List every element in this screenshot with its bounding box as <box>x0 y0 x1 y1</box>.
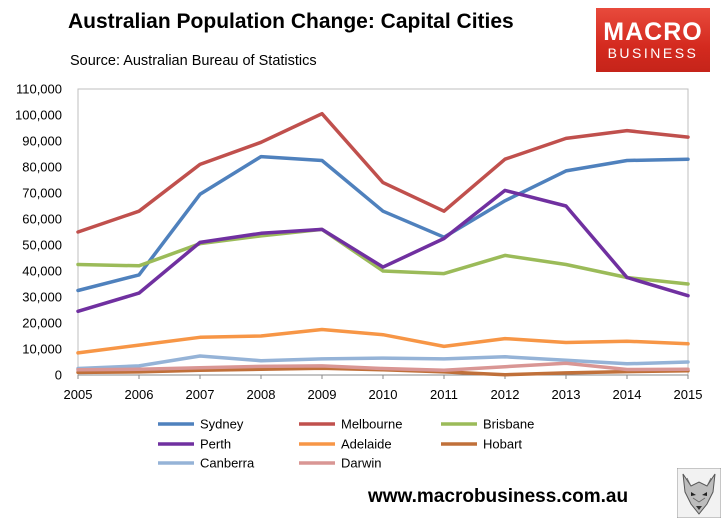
series-line-darwin <box>76 361 690 373</box>
x-tick-label: 2011 <box>430 387 458 402</box>
x-tick-label: 2013 <box>552 387 581 402</box>
series-line-melbourne <box>76 111 690 234</box>
series-line-canberra <box>76 354 690 371</box>
series-line-brisbane <box>76 227 690 286</box>
y-tick-label: 40,000 <box>22 264 62 279</box>
y-tick-label: 70,000 <box>22 186 62 201</box>
x-tick-label: 2008 <box>247 387 276 402</box>
y-tick-label: 50,000 <box>22 238 62 253</box>
y-tick-label: 10,000 <box>22 342 62 357</box>
x-tick-label: 2010 <box>369 387 398 402</box>
series-line-sydney <box>76 154 690 293</box>
legend-label: Sydney <box>200 417 244 432</box>
y-tick-label: 60,000 <box>22 212 62 227</box>
legend-label: Perth <box>200 437 231 452</box>
x-tick-label: 2005 <box>64 387 93 402</box>
chart-title: Australian Population Change: Capital Ci… <box>68 10 514 33</box>
legend-label: Darwin <box>341 456 381 471</box>
logo-line-1: MACRO <box>603 18 703 46</box>
x-tick-label: 2015 <box>674 387 703 402</box>
series-line-perth <box>76 188 690 314</box>
y-tick-label: 90,000 <box>22 134 62 149</box>
logo-line-2: BUSINESS <box>607 45 699 61</box>
fox-icon <box>677 468 721 518</box>
x-tick-label: 2007 <box>186 387 215 402</box>
y-tick-label: 80,000 <box>22 160 62 175</box>
x-tick-label: 2012 <box>491 387 520 402</box>
series-line-adelaide <box>76 327 690 355</box>
footer-url[interactable]: www.macrobusiness.com.au <box>368 486 629 507</box>
y-tick-label: 30,000 <box>22 290 62 305</box>
x-tick-label: 2014 <box>613 387 642 402</box>
x-tick-label: 2006 <box>125 387 154 402</box>
legend-label: Canberra <box>200 456 255 471</box>
chart-subtitle: Source: Australian Bureau of Statistics <box>70 53 317 69</box>
legend-label: Melbourne <box>341 417 402 432</box>
y-tick-label: 0 <box>55 368 62 383</box>
y-tick-label: 100,000 <box>15 108 62 123</box>
macrobusiness-logo[interactable]: MACRO BUSINESS <box>596 8 710 72</box>
y-tick-label: 110,000 <box>16 82 62 97</box>
y-tick-label: 20,000 <box>22 316 62 331</box>
legend-label: Adelaide <box>341 437 392 452</box>
legend-label: Hobart <box>483 437 522 452</box>
x-tick-label: 2009 <box>308 387 337 402</box>
legend-label: Brisbane <box>483 417 534 432</box>
